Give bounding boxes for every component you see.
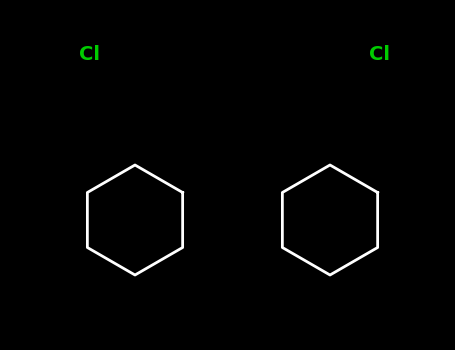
Text: Cl: Cl xyxy=(369,45,390,64)
Text: Cl: Cl xyxy=(80,45,101,64)
